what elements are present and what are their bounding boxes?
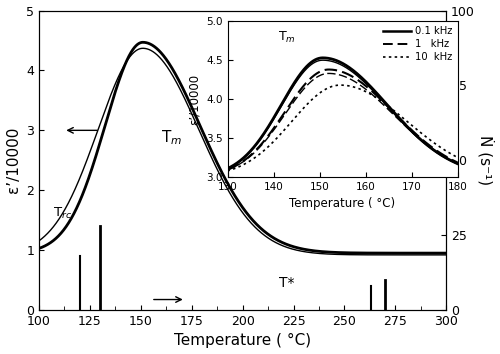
Legend: 0.1 kHz, 1   kHz, 10  kHz: 0.1 kHz, 1 kHz, 10 kHz [383, 26, 452, 62]
Y-axis label: Ṅ (s⁻¹): Ṅ (s⁻¹) [478, 135, 494, 185]
Text: T*: T* [280, 276, 295, 290]
X-axis label: Temperature ( °C): Temperature ( °C) [290, 198, 396, 210]
Y-axis label: ε’/10000: ε’/10000 [6, 127, 20, 194]
Text: T$_{rc}$: T$_{rc}$ [53, 206, 72, 221]
Y-axis label: ε’/10000: ε’/10000 [188, 74, 200, 125]
Text: T$_m$: T$_m$ [161, 128, 182, 147]
Text: T$_m$: T$_m$ [278, 30, 296, 45]
X-axis label: Temperature ( °C): Temperature ( °C) [174, 333, 311, 348]
